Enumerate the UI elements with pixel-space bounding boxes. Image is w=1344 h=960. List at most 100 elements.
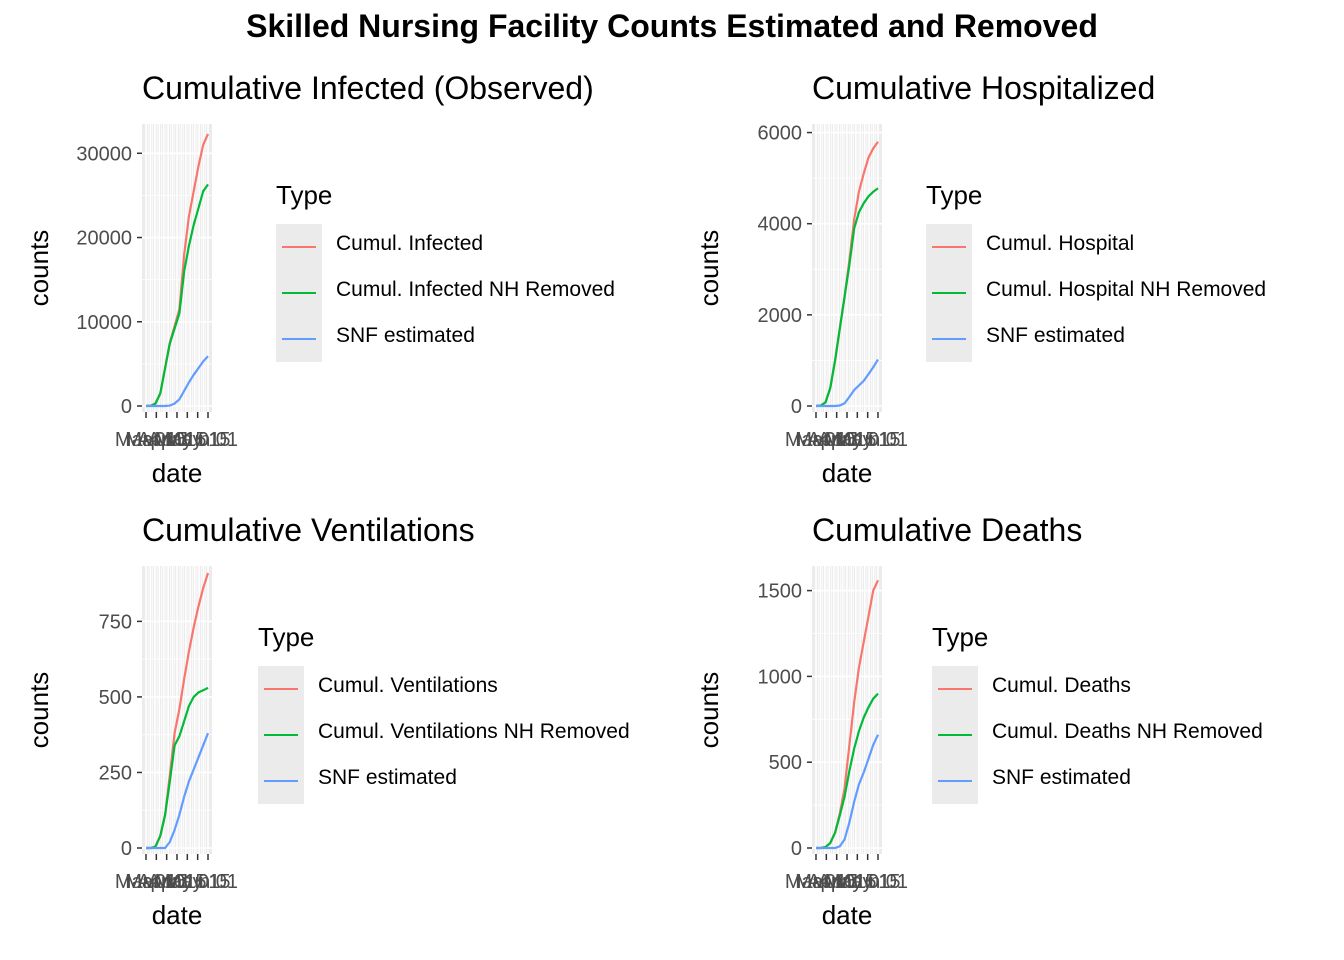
series-line [146, 732, 210, 850]
x-tick-label: Mar 15 [795, 429, 857, 451]
y-tick-label: 0 [791, 838, 802, 860]
x-tick-label: Apr 01 [137, 429, 196, 451]
panel-title: Cumulative Infected (Observed) [142, 70, 594, 106]
x-tick-label: Jun 01 [848, 429, 908, 451]
x-tick-label: Mar 15 [125, 429, 187, 451]
legend-title: Type [276, 180, 333, 210]
y-tick-label: 10000 [76, 312, 132, 334]
legend-title: Type [258, 622, 315, 652]
legend-swatch [264, 780, 298, 782]
legend-infected: Type Cumul. Infected Cumul. Infected NH … [276, 180, 615, 362]
legend-swatch [264, 734, 298, 736]
y-tick-label: 1500 [758, 581, 803, 603]
legend-swatch [938, 688, 972, 690]
legend-swatch [282, 338, 316, 340]
legend-swatch [938, 780, 972, 782]
legend-swatch [282, 246, 316, 248]
x-axis-label: date [152, 458, 203, 488]
legend-label: Cumul. Infected [336, 232, 484, 255]
x-axis-label: date [822, 900, 873, 930]
legend-label: Cumul. Deaths [992, 674, 1131, 697]
x-tick-label: Mar 15 [125, 871, 187, 893]
x-tick-label: Apr 01 [807, 871, 866, 893]
legend-title: Type [932, 622, 989, 652]
x-tick-label: Jun 01 [848, 871, 908, 893]
x-tick-label: Apr 15 [148, 871, 207, 893]
x-axis-label: date [822, 458, 873, 488]
legend-hospitalized: Type Cumul. Hospital Cumul. Hospital NH … [926, 180, 1266, 362]
y-tick-label: 6000 [758, 123, 803, 145]
legend-swatch [932, 246, 966, 248]
series-line [815, 187, 879, 408]
main-title: Skilled Nursing Facility Counts Estimate… [246, 8, 1098, 44]
x-tick-label: Jun 01 [178, 871, 238, 893]
y-axis-label: counts [24, 230, 54, 307]
y-tick-label: 250 [99, 762, 132, 784]
x-tick-label: May 01 [155, 429, 221, 451]
x-tick-label: Apr 15 [148, 429, 207, 451]
y-tick-label: 750 [99, 611, 132, 633]
legend-deaths: Type Cumul. Deaths Cumul. Deaths NH Remo… [932, 622, 1263, 804]
x-tick-label: Apr 15 [818, 429, 877, 451]
legend-swatch [932, 338, 966, 340]
y-tick-label: 500 [769, 752, 802, 774]
y-tick-label: 0 [121, 838, 132, 860]
series-line [145, 183, 209, 408]
x-tick-label: Mar 01 [115, 871, 177, 893]
legend-label: Cumul. Deaths NH Removed [992, 720, 1263, 743]
x-tick-label: May 15 [835, 871, 901, 893]
legend-swatch [932, 292, 966, 294]
series-line [816, 692, 879, 850]
legend-swatch [938, 734, 972, 736]
y-tick-label: 2000 [758, 305, 803, 327]
legend-label: SNF estimated [318, 766, 457, 789]
x-tick-label: May 01 [155, 871, 221, 893]
x-tick-label: Apr 15 [818, 871, 877, 893]
x-axis-label: date [152, 900, 203, 930]
x-tick-label: May 15 [165, 871, 231, 893]
legend-label: SNF estimated [986, 324, 1125, 347]
y-tick-label: 1000 [758, 666, 803, 688]
legend-label: Cumul. Infected NH Removed [336, 278, 615, 301]
legend-label: Cumul. Hospital [986, 232, 1135, 255]
legend-label: SNF estimated [336, 324, 475, 347]
legend-swatch [264, 688, 298, 690]
legend-label: Cumul. Ventilations NH Removed [318, 720, 630, 743]
x-tick-label: Mar 01 [115, 429, 177, 451]
x-tick-label: May 15 [165, 429, 231, 451]
y-tick-label: 500 [99, 687, 132, 709]
x-tick-label: May 01 [825, 429, 891, 451]
legend-label: Cumul. Ventilations [318, 674, 498, 697]
x-tick-label: May 01 [825, 871, 891, 893]
y-tick-label: 20000 [76, 228, 132, 250]
y-axis-label: counts [24, 672, 54, 749]
panel-title: Cumulative Hospitalized [812, 70, 1156, 106]
x-tick-label: Mar 01 [785, 871, 847, 893]
legend-title: Type [926, 180, 983, 210]
legend-swatch [282, 292, 316, 294]
panel-title: Cumulative Deaths [812, 512, 1083, 548]
legend-label: SNF estimated [992, 766, 1131, 789]
x-tick-label: Mar 01 [785, 429, 847, 451]
y-tick-label: 0 [121, 396, 132, 418]
y-axis-label: counts [694, 230, 724, 307]
panel-title: Cumulative Ventilations [142, 512, 475, 548]
x-tick-label: Mar 15 [795, 871, 857, 893]
series-line [146, 686, 209, 850]
y-tick-label: 30000 [76, 143, 132, 165]
x-tick-label: Apr 01 [137, 871, 196, 893]
y-tick-label: 0 [791, 396, 802, 418]
series-line [816, 358, 879, 408]
series-line [146, 355, 209, 408]
x-tick-label: Apr 01 [807, 429, 866, 451]
series-line [816, 734, 879, 850]
x-tick-label: May 15 [835, 429, 901, 451]
legend-label: Cumul. Hospital NH Removed [986, 278, 1267, 301]
x-tick-label: Jun 01 [178, 429, 238, 451]
y-tick-label: 4000 [758, 214, 803, 236]
y-axis-label: counts [694, 672, 724, 749]
